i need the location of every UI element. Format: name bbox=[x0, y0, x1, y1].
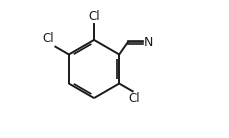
Text: Cl: Cl bbox=[128, 92, 139, 105]
Text: N: N bbox=[143, 36, 153, 49]
Text: Cl: Cl bbox=[88, 10, 99, 23]
Text: Cl: Cl bbox=[42, 32, 54, 45]
